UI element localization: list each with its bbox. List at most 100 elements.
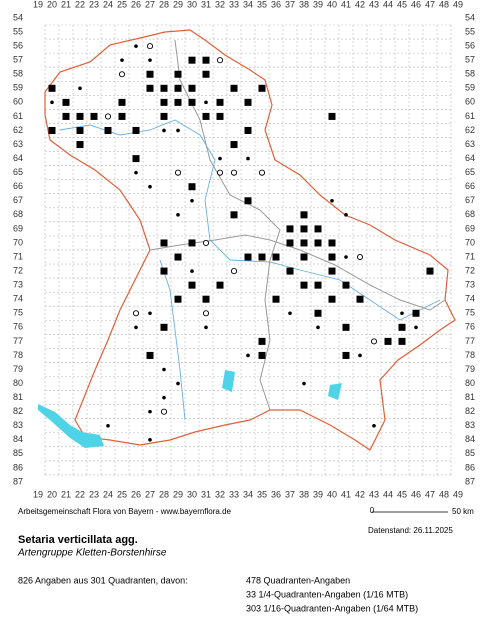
- quadrant-marker: [328, 253, 336, 261]
- column-label: 39: [313, 0, 323, 9]
- row-label: 62: [13, 125, 23, 135]
- row-label: 63: [13, 139, 23, 149]
- quadrant-marker: [258, 253, 266, 261]
- row-label: 57: [13, 55, 23, 65]
- sixteenth-marker: [358, 353, 362, 358]
- title: Setaria verticillata agg.: [18, 534, 138, 546]
- lake: [222, 370, 235, 392]
- row-label: 72: [465, 265, 475, 275]
- row-label: 86: [13, 462, 23, 472]
- quadrant-marker: [76, 141, 84, 149]
- row-label: 70: [465, 237, 475, 247]
- lake: [328, 383, 342, 400]
- row-label: 76: [13, 322, 23, 332]
- row-label: 54: [465, 12, 475, 22]
- quadrant-marker: [188, 239, 196, 247]
- column-label: 48: [439, 489, 449, 499]
- column-label: 36: [271, 489, 281, 499]
- sixteenth-marker: [106, 423, 110, 428]
- column-label: 30: [187, 0, 197, 9]
- row-label: 58: [465, 69, 475, 79]
- quadrant-marker: [48, 126, 56, 134]
- quadrant-marker: [300, 253, 308, 261]
- quadrant-marker: [328, 295, 336, 303]
- row-label: 65: [465, 167, 475, 177]
- row-label: 79: [13, 364, 23, 374]
- row-label: 87: [13, 476, 23, 486]
- column-label: 24: [103, 489, 113, 499]
- quadrant-marker: [118, 112, 126, 120]
- quadrant-marker: [160, 267, 168, 275]
- sixteenth-marker: [400, 311, 404, 316]
- row-label: 65: [13, 167, 23, 177]
- column-label: 40: [327, 0, 337, 9]
- column-label: 28: [159, 489, 169, 499]
- column-label: 31: [201, 489, 211, 499]
- row-label: 64: [13, 153, 23, 163]
- column-label: 19: [33, 0, 43, 9]
- row-label: 69: [465, 223, 475, 233]
- quadrant-marker: [300, 239, 308, 247]
- row-label: 58: [13, 69, 23, 79]
- summary: 826 Angaben aus 301 Quadranten, davon:: [18, 575, 188, 585]
- sixteenth-marker: [344, 213, 348, 217]
- row-label: 81: [13, 392, 23, 402]
- quadrant-marker: [76, 126, 84, 134]
- quadrant-marker: [342, 323, 350, 331]
- column-label: 24: [103, 0, 113, 9]
- quadrant-marker: [272, 295, 280, 303]
- column-label: 41: [341, 489, 351, 499]
- quadrant-marker: [174, 70, 182, 78]
- column-label: 44: [383, 489, 393, 499]
- quadrant-marker: [300, 281, 308, 289]
- quadrant-marker: [314, 239, 322, 247]
- sixteenth-marker: [246, 353, 250, 358]
- quadrant-marker: [356, 295, 364, 303]
- quadrant-marker: [202, 295, 210, 303]
- sixteenth-marker: [204, 325, 208, 330]
- bavaria-border: [44, 29, 456, 451]
- sixteenth-marker: [316, 325, 320, 330]
- column-label: 21: [61, 0, 71, 9]
- column-label: 47: [425, 489, 435, 499]
- column-label: 48: [439, 0, 449, 9]
- sixteenth-marker: [190, 198, 194, 203]
- quadrant-marker: [104, 126, 112, 134]
- column-label: 22: [75, 489, 85, 499]
- column-label: 39: [313, 489, 323, 499]
- quadrant-marker: [160, 112, 168, 120]
- quadrant-marker: [328, 267, 336, 275]
- quadrant-marker: [76, 112, 84, 120]
- sixteenth-marker: [176, 381, 180, 386]
- quadrant-marker: [426, 267, 434, 275]
- sixteenth-marker: [134, 325, 138, 330]
- column-label: 41: [341, 0, 351, 9]
- quadrant-marker: [174, 84, 182, 92]
- sixteenth-marker: [50, 100, 54, 105]
- scale-start: 0: [370, 506, 375, 515]
- lake: [38, 404, 104, 448]
- quarter-marker: [118, 71, 126, 78]
- row-label: 55: [13, 26, 23, 36]
- quadrant-marker: [216, 112, 224, 120]
- column-label: 33: [229, 0, 239, 9]
- quadrant-marker: [160, 84, 168, 92]
- quadrant-marker: [230, 211, 238, 219]
- sixteenth-marker: [134, 44, 138, 48]
- quarter-marker: [216, 57, 224, 64]
- district-border: [174, 39, 281, 411]
- quarter-marker: [174, 169, 182, 176]
- row-label: 80: [465, 378, 475, 388]
- row-label: 60: [13, 97, 23, 107]
- column-label: 23: [89, 489, 99, 499]
- quadrant-marker: [328, 112, 336, 120]
- sixteenth-marker: [148, 311, 152, 316]
- row-label: 74: [465, 294, 475, 304]
- row-label: 85: [465, 448, 475, 458]
- sixteenth-marker: [176, 128, 180, 133]
- row-label: 64: [465, 153, 475, 163]
- quadrant-marker: [286, 225, 294, 233]
- row-label: 71: [13, 251, 23, 261]
- quadrant-marker: [300, 211, 308, 219]
- quadrant-marker: [62, 112, 70, 120]
